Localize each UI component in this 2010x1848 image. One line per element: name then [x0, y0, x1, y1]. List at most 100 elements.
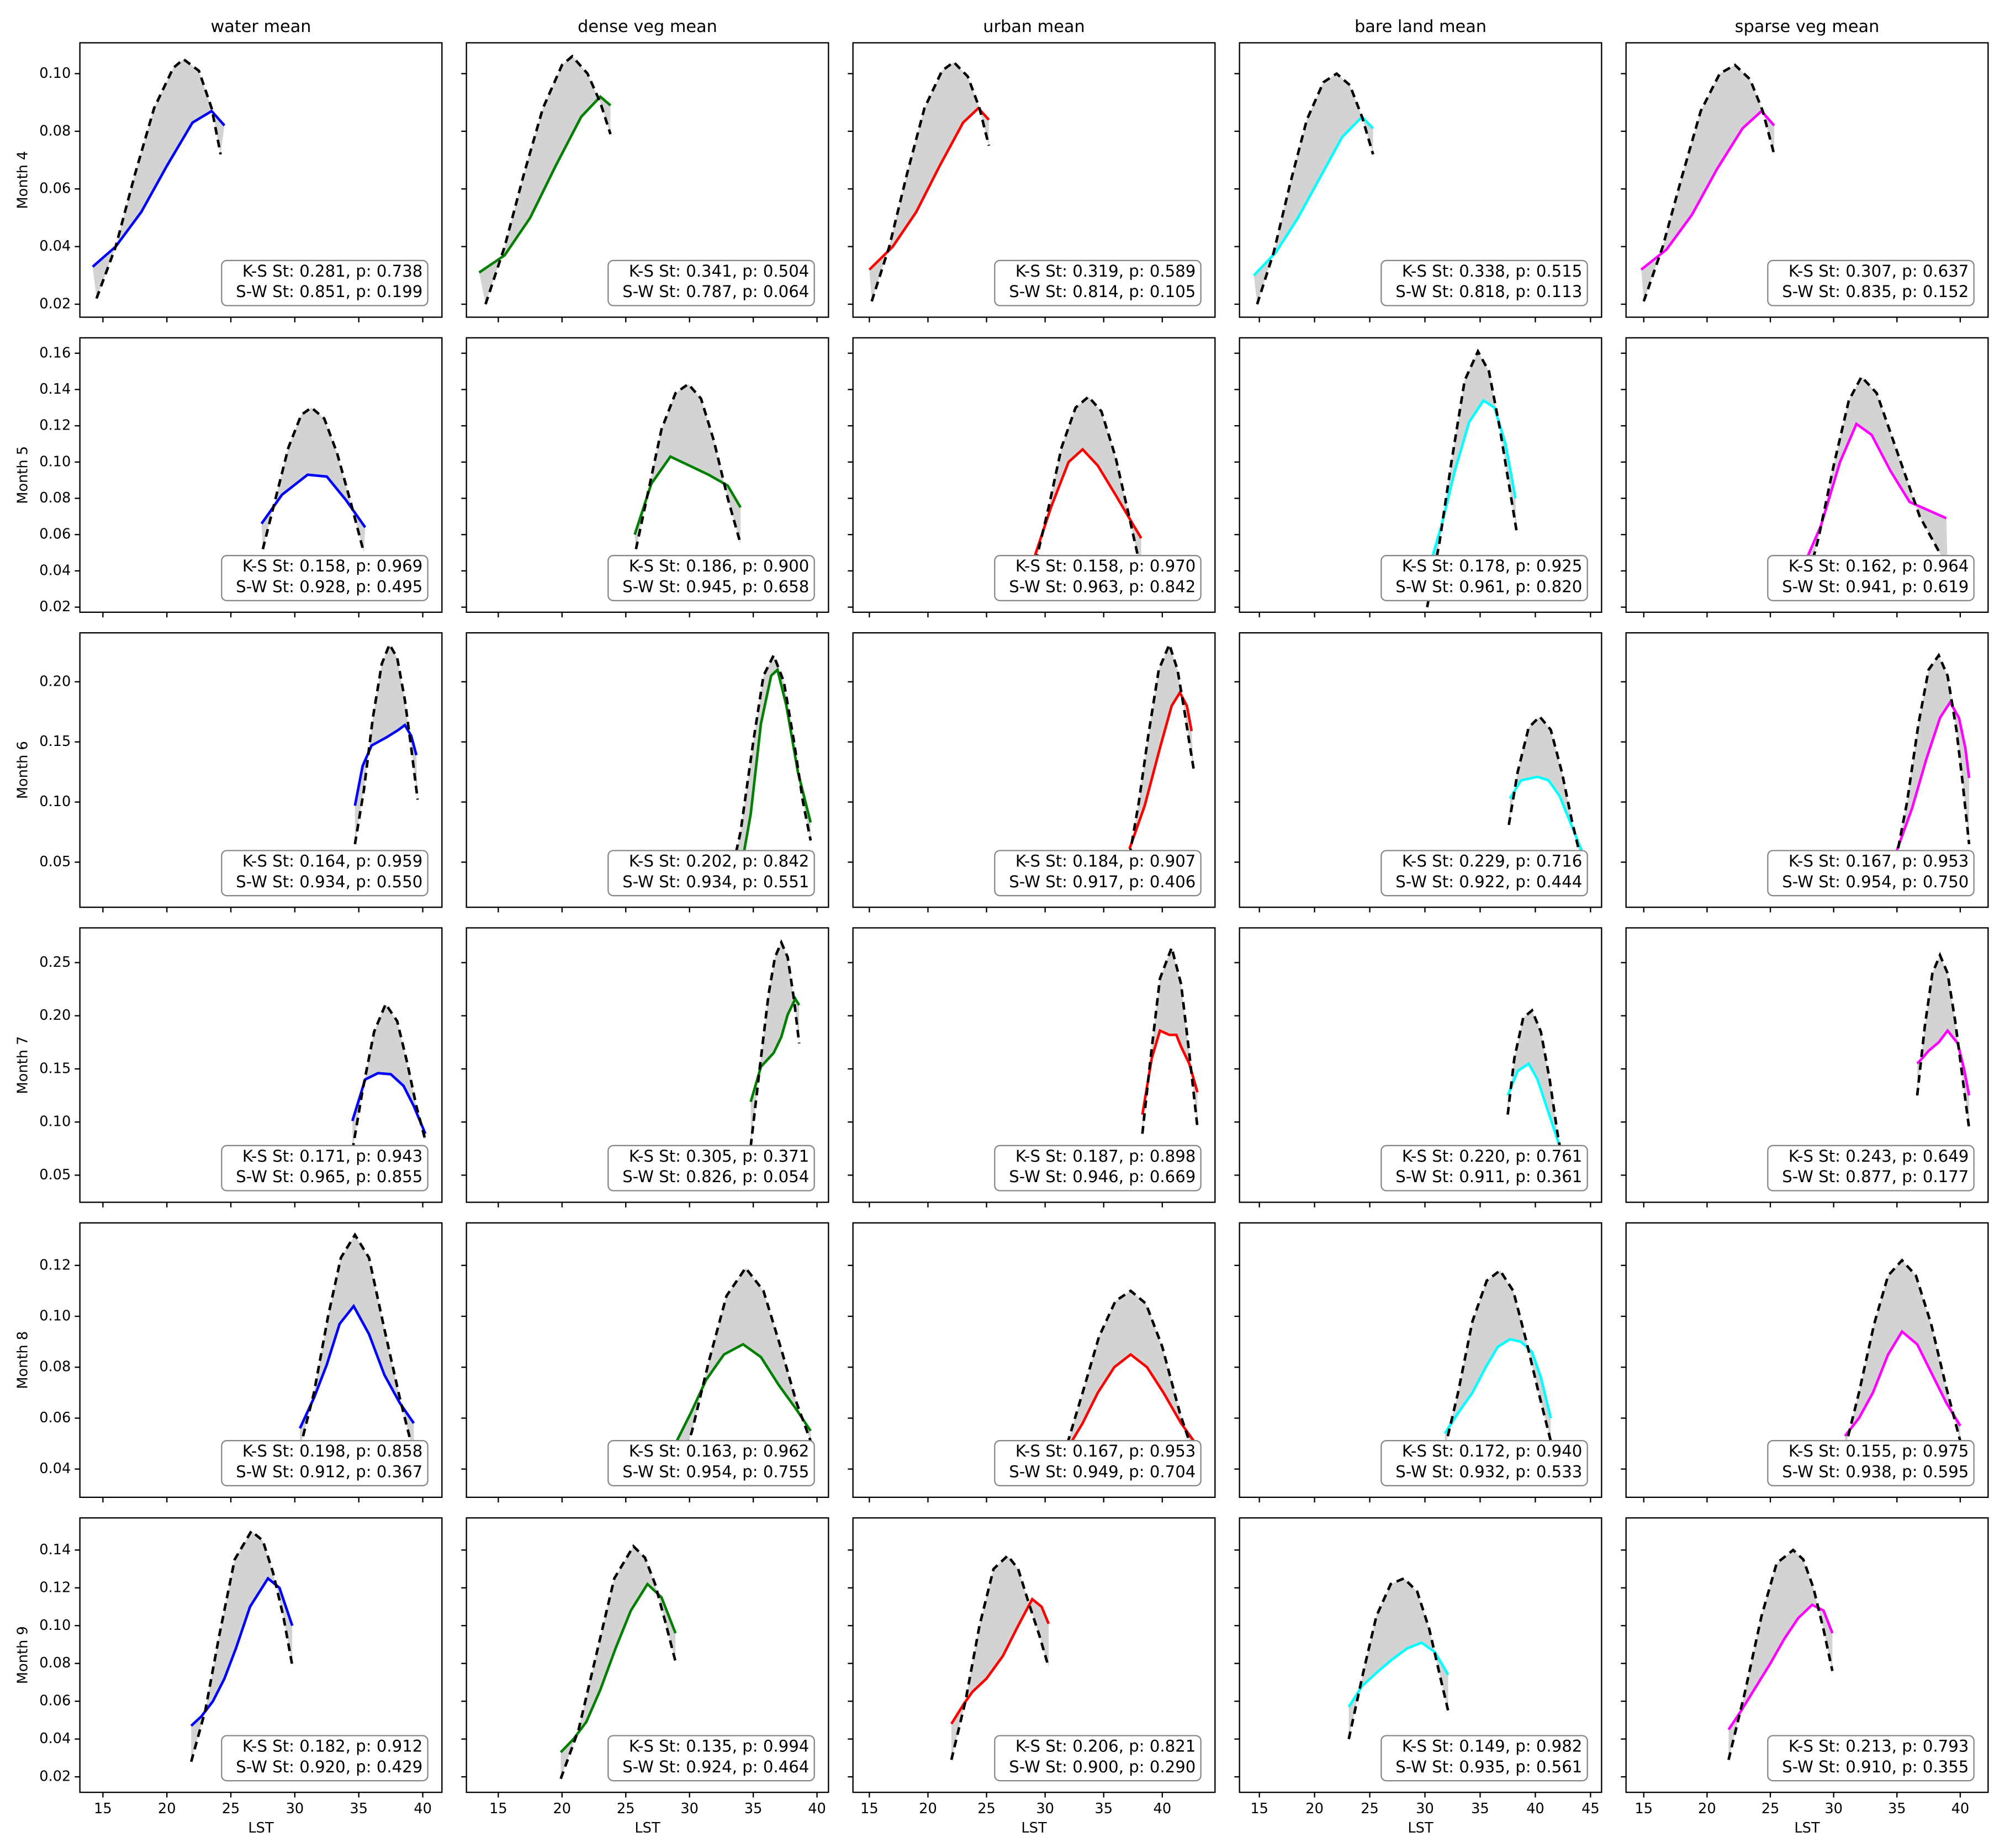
y-axis-label: Month 9 — [15, 1626, 31, 1684]
annotation: K-S St: 0.187, p: 0.898 — [1015, 1147, 1196, 1166]
annotation: K-S St: 0.172, p: 0.940 — [1402, 1442, 1582, 1460]
x-tick-label: 40 — [1951, 1801, 1970, 1817]
annotation: S-W St: 0.900, p: 0.290 — [1009, 1757, 1196, 1776]
normal-fit-line — [1506, 1008, 1568, 1183]
fill-between — [1427, 351, 1517, 607]
annotation: K-S St: 0.163, p: 0.962 — [629, 1442, 809, 1460]
annotation: S-W St: 0.911, p: 0.361 — [1395, 1167, 1582, 1186]
kde-line — [353, 723, 418, 806]
kde-line — [1509, 775, 1585, 857]
axes-frame — [1625, 42, 1989, 318]
x-tick-label: 35 — [350, 1801, 368, 1817]
axes-frame — [466, 1517, 829, 1793]
annotation: S-W St: 0.945, p: 0.658 — [622, 578, 809, 596]
annotation: K-S St: 0.198, p: 0.858 — [242, 1442, 422, 1460]
normal-fit-line — [749, 939, 801, 1147]
x-tick-label: 15 — [860, 1801, 879, 1817]
axes-frame — [79, 927, 443, 1203]
annotation: S-W St: 0.965, p: 0.855 — [236, 1167, 422, 1186]
y-tick-label: 0.12 — [39, 1579, 71, 1596]
normal-fit-line — [1727, 1548, 1834, 1760]
axes-frame — [1625, 1222, 1989, 1498]
annotation-box — [607, 260, 815, 306]
annotation: S-W St: 0.917, p: 0.406 — [1009, 872, 1196, 891]
normal-fit-line — [674, 1265, 812, 1485]
axes-frame — [1625, 337, 1989, 613]
y-axis-label: Month 6 — [15, 741, 31, 799]
axes-frame — [79, 1222, 443, 1498]
y-tick-label: 0.10 — [39, 1617, 71, 1634]
y-tick-label: 0.16 — [39, 345, 71, 361]
panel-title: water mean — [210, 17, 311, 36]
kde-line — [1066, 1353, 1199, 1449]
annotation: S-W St: 0.851, p: 0.199 — [236, 282, 422, 301]
axes-frame — [466, 927, 829, 1203]
normal-fit-line — [1894, 653, 1971, 861]
kde-line — [1506, 1061, 1565, 1161]
axes-frame — [1239, 42, 1602, 318]
x-tick-label: 25 — [1361, 1801, 1379, 1817]
x-tick-label: 40 — [414, 1801, 432, 1817]
y-tick-label: 0.12 — [39, 1257, 71, 1273]
annotation: K-S St: 0.158, p: 0.970 — [1015, 557, 1196, 575]
annotation: K-S St: 0.213, p: 0.793 — [1789, 1737, 1969, 1756]
y-tick-label: 0.08 — [39, 1655, 71, 1671]
kde-line — [1844, 1330, 1961, 1437]
annotation: S-W St: 0.814, p: 0.105 — [1009, 282, 1196, 301]
x-axis-label: LST — [1408, 1820, 1434, 1836]
axes-frame — [1239, 1517, 1602, 1793]
axes-frame — [79, 632, 443, 908]
normal-fit-line — [261, 406, 366, 553]
y-tick-label: 0.08 — [39, 1359, 71, 1375]
axes-frame — [1239, 632, 1602, 908]
fill-between — [1728, 1550, 1833, 1760]
fill-between — [191, 1531, 293, 1762]
kde-line — [1128, 690, 1193, 850]
annotation: K-S St: 0.155, p: 0.975 — [1789, 1442, 1969, 1460]
normal-fit-line — [1426, 348, 1518, 608]
normal-fit-line — [1256, 72, 1374, 305]
y-axis-label: Month 5 — [15, 446, 31, 504]
panel-title: urban mean — [983, 17, 1085, 36]
normal-fit-line — [1508, 714, 1582, 858]
y-tick-label: 0.06 — [39, 1410, 71, 1426]
axes-frame — [466, 337, 829, 613]
annotation: S-W St: 0.928, p: 0.495 — [236, 578, 422, 596]
normal-fit-line — [95, 57, 222, 299]
kde-line — [950, 1597, 1050, 1725]
annotation: S-W St: 0.949, p: 0.704 — [1009, 1463, 1196, 1481]
y-tick-label: 0.04 — [39, 1460, 71, 1477]
annotation-box — [1380, 260, 1588, 306]
annotation: K-S St: 0.182, p: 0.912 — [242, 1737, 422, 1756]
normal-fit-line — [1347, 1576, 1450, 1740]
annotation: K-S St: 0.307, p: 0.637 — [1789, 262, 1969, 280]
x-tick-label: 15 — [94, 1801, 112, 1817]
annotation-box — [607, 1440, 815, 1486]
kde-line — [1029, 447, 1142, 568]
annotation: K-S St: 0.243, p: 0.649 — [1789, 1147, 1969, 1166]
x-tick-label: 30 — [680, 1801, 699, 1817]
annotation-box — [607, 1735, 815, 1782]
axes-frame — [466, 1222, 829, 1498]
kde-line — [633, 455, 742, 535]
normal-fit-line — [351, 1001, 427, 1151]
axes-frame — [466, 42, 829, 318]
y-tick-label: 0.06 — [39, 1693, 71, 1709]
y-tick-label: 0.15 — [39, 1060, 71, 1077]
y-axis-label: Month 4 — [15, 151, 31, 209]
y-tick-label: 0.02 — [39, 1768, 71, 1785]
annotation: K-S St: 0.305, p: 0.371 — [629, 1147, 809, 1166]
fill-between — [869, 62, 989, 301]
annotation: K-S St: 0.135, p: 0.994 — [629, 1737, 809, 1756]
annotation-box — [221, 260, 429, 306]
fill-between — [300, 1235, 414, 1454]
annotation-box — [1380, 555, 1588, 601]
annotation: S-W St: 0.954, p: 0.755 — [622, 1463, 809, 1481]
annotation-box — [994, 1145, 1202, 1192]
normal-fit-line — [1916, 951, 1971, 1129]
y-tick-label: 0.10 — [39, 1308, 71, 1325]
fill-between — [750, 942, 800, 1147]
normal-fit-line — [1443, 1268, 1552, 1449]
y-tick-label: 0.02 — [39, 599, 71, 615]
